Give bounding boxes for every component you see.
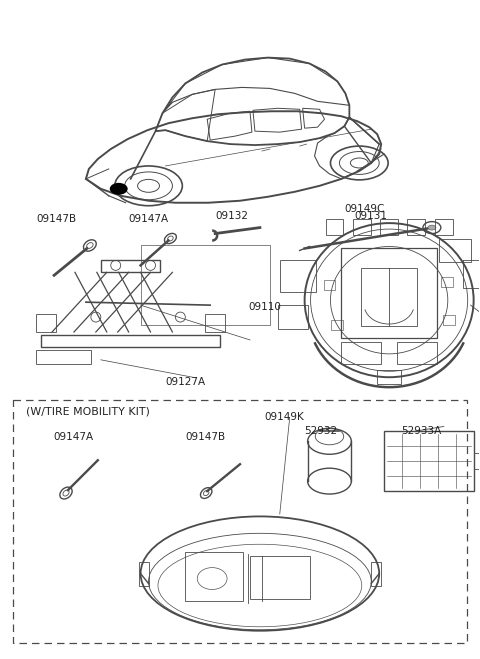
Text: 09147A: 09147A — [129, 214, 169, 223]
Bar — [101, 260, 160, 272]
Bar — [474, 453, 480, 469]
Bar — [439, 239, 471, 262]
Text: 09110: 09110 — [248, 302, 281, 312]
Bar — [325, 219, 343, 235]
Bar — [407, 219, 425, 235]
Bar — [463, 260, 480, 288]
Bar — [36, 314, 56, 332]
Bar — [36, 350, 91, 364]
Bar — [361, 268, 417, 326]
Ellipse shape — [110, 183, 128, 195]
Text: 52933A: 52933A — [401, 426, 441, 436]
Text: (W/TIRE MOBILITY KIT): (W/TIRE MOBILITY KIT) — [26, 407, 150, 416]
Bar — [341, 342, 381, 364]
Bar — [13, 399, 467, 643]
Bar — [324, 280, 336, 290]
Bar — [353, 219, 371, 235]
Bar — [377, 370, 401, 384]
Bar — [185, 552, 243, 602]
Bar — [435, 219, 453, 235]
Bar — [380, 219, 398, 235]
Bar — [443, 315, 455, 325]
Bar — [332, 320, 343, 330]
Text: 52932: 52932 — [305, 426, 338, 436]
Bar — [205, 314, 225, 332]
Text: 09131: 09131 — [354, 211, 387, 221]
Text: 09132: 09132 — [215, 211, 248, 221]
Bar — [139, 561, 148, 585]
Text: 09147A: 09147A — [53, 432, 93, 442]
Bar — [41, 335, 220, 347]
Text: 09127A: 09127A — [166, 377, 205, 387]
Bar — [141, 246, 270, 325]
Ellipse shape — [428, 225, 436, 230]
Bar — [397, 342, 437, 364]
Text: 09149K: 09149K — [265, 413, 305, 422]
Bar — [371, 561, 381, 585]
Text: 09147B: 09147B — [185, 432, 226, 442]
Bar — [341, 248, 437, 338]
Bar — [384, 432, 474, 491]
Bar — [441, 277, 453, 287]
Bar — [250, 556, 310, 600]
Text: 09149C: 09149C — [344, 204, 385, 214]
Bar — [280, 260, 315, 292]
Text: 09147B: 09147B — [36, 214, 76, 223]
Bar — [278, 305, 308, 329]
